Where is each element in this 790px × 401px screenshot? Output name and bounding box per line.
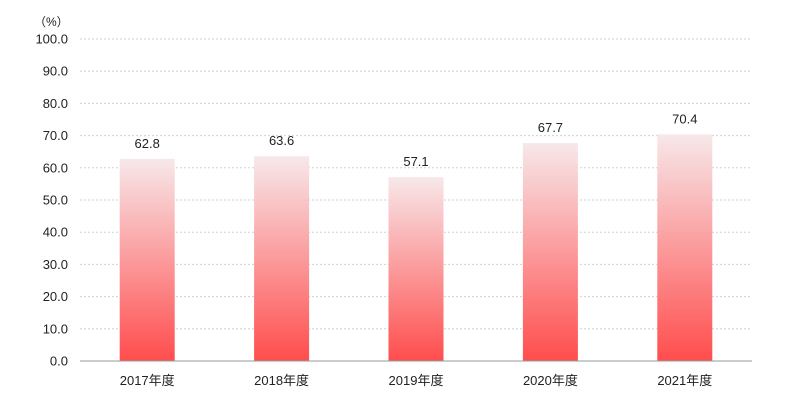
data-labels: 62.8 63.6 57.1 67.7 70.4 [135, 111, 698, 169]
y-tick-label: 0.0 [50, 354, 68, 369]
data-label: 63.6 [269, 133, 294, 148]
x-category-label: 2020年度 [523, 373, 578, 388]
data-label: 62.8 [135, 136, 160, 151]
y-tick-label: 60.0 [43, 160, 68, 175]
y-tick-label: 40.0 [43, 225, 68, 240]
bar [254, 156, 310, 361]
y-tick-label: 100.0 [35, 32, 68, 47]
y-axis-tick-labels: 0.0 10.0 20.0 30.0 40.0 50.0 60.0 70.0 80.0 90.0 1… [35, 32, 68, 369]
y-tick-label: 90.0 [43, 64, 68, 79]
data-label: 57.1 [403, 154, 428, 169]
y-tick-label: 70.0 [43, 128, 68, 143]
x-category-label: 2019年度 [389, 373, 444, 388]
bar [657, 134, 713, 361]
y-tick-label: 50.0 [43, 193, 68, 208]
y-tick-label: 20.0 [43, 289, 68, 304]
y-axis-unit-label: （%） [34, 15, 69, 29]
bar [522, 143, 578, 361]
bar [119, 158, 175, 361]
bars [119, 134, 713, 361]
y-tick-label: 10.0 [43, 321, 68, 336]
x-category-label: 2021年度 [657, 373, 712, 388]
bar [388, 177, 444, 361]
y-tick-label: 80.0 [43, 96, 68, 111]
y-tick-label: 30.0 [43, 257, 68, 272]
x-category-label: 2018年度 [254, 373, 309, 388]
data-label: 67.7 [538, 120, 563, 135]
data-label: 70.4 [672, 111, 697, 126]
x-axis-category-labels: 2017年度 2018年度 2019年度 2020年度 2021年度 [120, 373, 713, 388]
x-category-label: 2017年度 [120, 373, 175, 388]
